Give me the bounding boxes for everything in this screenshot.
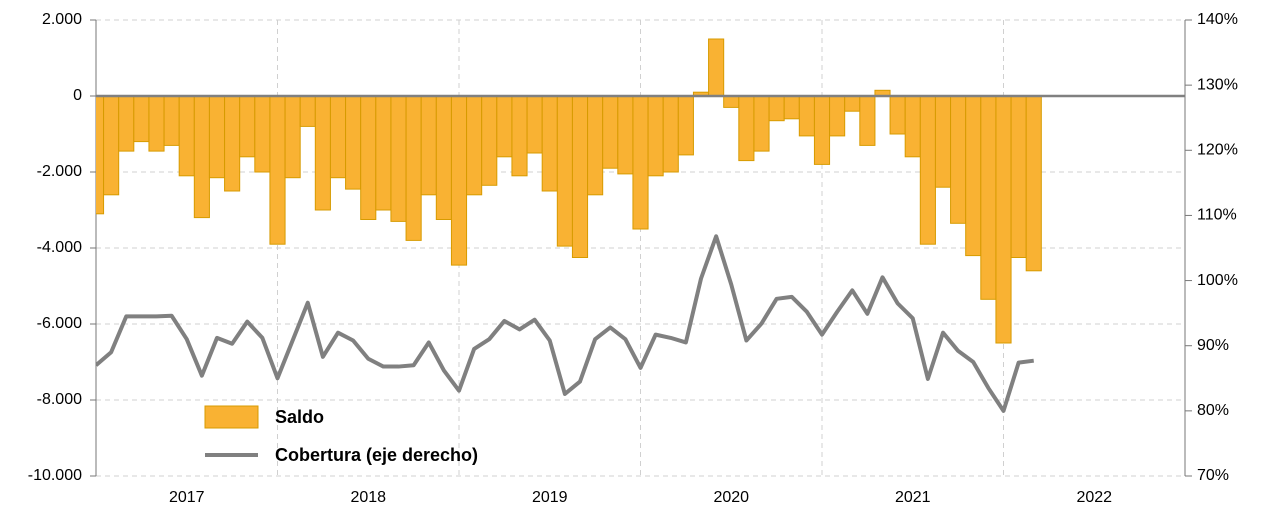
bar: [329, 95, 347, 179]
y2-tick-label: 130%: [1197, 76, 1238, 93]
bar: [239, 95, 256, 158]
bar: [904, 95, 921, 158]
y-tick-label: -6.000: [37, 315, 82, 332]
bar: [798, 95, 815, 137]
x-tick-label: 2020: [713, 489, 749, 506]
bar: [103, 95, 120, 196]
bar: [450, 95, 468, 266]
bar: [435, 95, 452, 220]
line: [96, 234, 1035, 413]
bar: [481, 95, 498, 186]
bar: [632, 95, 649, 230]
x-tick-label: 2018: [350, 489, 386, 506]
bar: [118, 95, 135, 152]
y-tick-label: 0: [73, 87, 82, 104]
bar: [556, 95, 573, 247]
y2-tick-label: 110%: [1197, 207, 1237, 224]
bar: [965, 95, 982, 257]
y-tick-label: -4.000: [37, 239, 82, 256]
bar: [345, 95, 362, 190]
bar: [254, 95, 271, 173]
bar: [375, 95, 392, 211]
bar: [647, 95, 664, 177]
x-tick-label: 2017: [169, 489, 205, 506]
bar: [526, 95, 543, 154]
bar: [224, 95, 241, 192]
bar: [738, 95, 755, 162]
y2-tick-label: 80%: [1197, 402, 1229, 419]
bar: [284, 95, 301, 179]
bar: [768, 95, 785, 122]
bar: [813, 95, 831, 165]
bar: [587, 95, 604, 196]
bar: [390, 95, 407, 222]
legend-label: Saldo: [275, 407, 324, 427]
y-tick-label: 2.000: [42, 11, 82, 28]
bar: [844, 95, 861, 112]
bar: [541, 95, 558, 192]
x-tick-label: 2019: [532, 489, 568, 506]
bar: [677, 95, 694, 156]
bar: [753, 95, 770, 152]
y2-tick-label: 120%: [1197, 142, 1238, 159]
y2-tick-label: 90%: [1197, 337, 1229, 354]
bar: [995, 95, 1012, 344]
bar: [208, 95, 226, 179]
bar: [420, 95, 437, 196]
y2-tick-label: 70%: [1197, 467, 1229, 484]
bar: [511, 95, 528, 177]
bar: [1025, 95, 1042, 272]
bar: [571, 95, 589, 258]
bar: [360, 95, 377, 220]
bar: [617, 95, 634, 175]
bar: [466, 95, 483, 196]
bar: [934, 95, 952, 188]
bar: [405, 95, 422, 241]
bar: [314, 95, 331, 211]
legend-label: Cobertura (eje derecho): [275, 445, 478, 465]
y-tick-label: -10.000: [28, 467, 82, 484]
bar: [919, 95, 936, 245]
bar: [96, 95, 105, 215]
bar: [859, 95, 876, 146]
bar: [193, 95, 210, 219]
y2-tick-label: 140%: [1197, 11, 1238, 28]
x-tick-label: 2021: [895, 489, 931, 506]
x-tick-label: 2022: [1076, 489, 1112, 506]
y-tick-label: -2.000: [37, 163, 82, 180]
bar: [723, 95, 740, 108]
bar: [148, 95, 165, 152]
y-tick-label: -8.000: [37, 391, 82, 408]
bar: [950, 95, 967, 224]
bar: [496, 95, 513, 158]
bar: [269, 95, 286, 245]
bar: [662, 95, 679, 173]
bar: [163, 95, 180, 146]
legend-swatch: [204, 405, 259, 429]
bar: [829, 95, 846, 137]
bar: [602, 95, 619, 169]
bar: [980, 95, 997, 300]
bar: [708, 38, 725, 97]
bar: [133, 95, 150, 143]
bar: [783, 95, 800, 120]
bar: [1010, 95, 1027, 258]
y2-tick-label: 100%: [1197, 272, 1238, 289]
bar: [178, 95, 195, 177]
bar: [299, 95, 316, 127]
bar: [889, 95, 906, 135]
